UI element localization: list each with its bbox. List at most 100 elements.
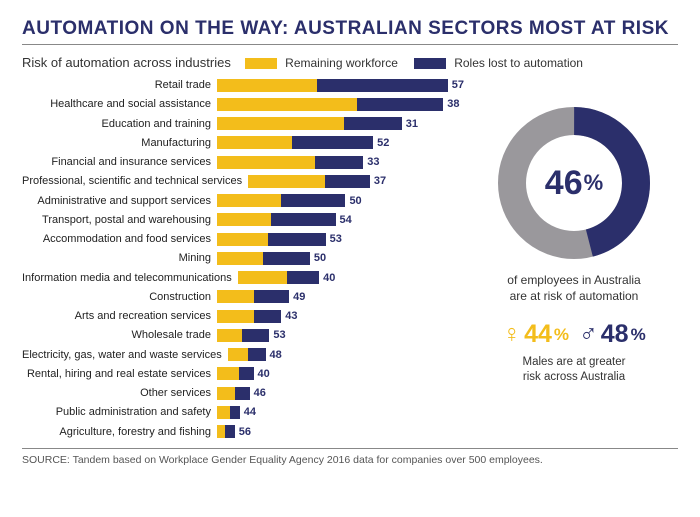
row-label: Mining (22, 252, 217, 264)
bar-segment-lost (268, 233, 325, 246)
bar-segment-remaining (217, 290, 254, 303)
table-row: Arts and recreation services 43 (22, 307, 464, 325)
bar-segment-remaining (217, 156, 315, 169)
row-label: Electricity, gas, water and waste servic… (22, 349, 228, 361)
row-label: Agriculture, forestry and fishing (22, 426, 217, 438)
bar-track: 48 (228, 348, 464, 361)
bar-value: 53 (273, 329, 285, 341)
table-row: Administrative and support services 50 (22, 192, 464, 210)
table-row: Retail trade57 (22, 76, 464, 94)
bar-value: 53 (330, 233, 342, 245)
bar-segment-remaining (217, 310, 254, 323)
table-row: Education and training31 (22, 115, 464, 133)
table-row: Public administration and safety44 (22, 403, 464, 421)
bar-segment-remaining (217, 367, 239, 380)
bar-segment-remaining (217, 252, 263, 265)
bar-segment-remaining (228, 348, 248, 361)
row-label: Transport, postal and warehousing (22, 214, 217, 226)
row-label: Arts and recreation services (22, 310, 217, 322)
table-row: Professional, scientific and technical s… (22, 172, 464, 190)
bar-track: 53 (217, 329, 464, 342)
bar-segment-lost (263, 252, 309, 265)
bar-segment-remaining (217, 117, 344, 130)
bar-track: 50 (217, 252, 464, 265)
bar-value: 44 (244, 406, 256, 418)
table-row: Electricity, gas, water and waste servic… (22, 346, 464, 364)
bar-segment-lost (357, 98, 443, 111)
legend-remaining: Remaining workforce (245, 56, 398, 70)
donut-caption: of employees in Australia are at risk of… (507, 272, 640, 304)
bar-segment-remaining (248, 175, 325, 188)
donut-caption-line1: of employees in Australia (507, 273, 640, 287)
table-row: Agriculture, forestry and fishing56 (22, 423, 464, 441)
header-row: Risk of automation across industries Rem… (22, 55, 678, 70)
male-value: 48 (601, 320, 629, 349)
main-area: Retail trade57Healthcare and social assi… (22, 76, 678, 441)
legend: Remaining workforce Roles lost to automa… (245, 56, 583, 70)
bar-track: 43 (217, 310, 464, 323)
bar-track: 40 (217, 367, 464, 380)
row-label: Rental, hiring and real estate services (22, 368, 217, 380)
bar-segment-lost (271, 213, 335, 226)
bar-segment-lost (230, 406, 240, 419)
female-icon: ♀ (502, 320, 521, 349)
male-pct: % (631, 325, 646, 345)
bar-value: 57 (452, 79, 464, 91)
page-title: AUTOMATION ON THE WAY: AUSTRALIAN SECTOR… (22, 18, 678, 40)
row-label: Financial and insurance services (22, 156, 217, 168)
bar-segment-lost (325, 175, 370, 188)
female-pct: % (554, 325, 569, 345)
bar-track: 53 (217, 233, 464, 246)
donut-chart: 46% (495, 104, 653, 262)
table-row: Healthcare and social assistance 38 (22, 95, 464, 113)
bar-value: 38 (447, 98, 459, 110)
right-panel: 46% of employees in Australia are at ris… (476, 76, 678, 385)
gender-note-line1: Males are at greater (523, 356, 626, 368)
donut-percent-sign: % (584, 170, 604, 196)
row-label: Professional, scientific and technical s… (22, 175, 248, 187)
row-label: Healthcare and social assistance (22, 98, 217, 110)
row-label: Information media and telecommunications (22, 272, 238, 284)
male-icon: ♂ (579, 320, 598, 349)
gender-female: ♀ 44% (502, 320, 569, 349)
bar-segment-remaining (217, 387, 235, 400)
bar-track: 33 (217, 156, 464, 169)
bar-segment-lost (235, 387, 250, 400)
legend-lost: Roles lost to automation (414, 56, 583, 70)
bar-value: 40 (258, 368, 270, 380)
bar-track: 46 (217, 387, 464, 400)
table-row: Rental, hiring and real estate services 4… (22, 365, 464, 383)
bar-value: 43 (285, 310, 297, 322)
bar-segment-lost (239, 367, 254, 380)
female-value: 44 (524, 320, 552, 349)
bar-segment-lost (281, 194, 345, 207)
bar-track: 56 (217, 425, 464, 438)
gender-row: ♀ 44% ♂ 48% (502, 320, 645, 349)
gender-male: ♂ 48% (579, 320, 646, 349)
row-label: Manufacturing (22, 137, 217, 149)
bar-track: 44 (217, 406, 464, 419)
bar-value: 48 (270, 349, 282, 361)
bar-segment-remaining (217, 329, 242, 342)
row-label: Administrative and support services (22, 195, 217, 207)
bar-segment-lost (248, 348, 266, 361)
title-rule (22, 44, 678, 45)
bar-value: 46 (254, 387, 266, 399)
bar-segment-lost (254, 290, 290, 303)
bar-value: 50 (349, 195, 361, 207)
donut-percent: 46 (545, 164, 583, 203)
donut-caption-line2: are at risk of automation (510, 289, 639, 303)
bar-segment-remaining (217, 136, 292, 149)
row-label: Construction (22, 291, 217, 303)
legend-lost-swatch (414, 58, 446, 69)
legend-remaining-swatch (245, 58, 277, 69)
table-row: Manufacturing 52 (22, 134, 464, 152)
bar-segment-remaining (217, 233, 268, 246)
bar-track: 50 (217, 194, 464, 207)
legend-lost-label: Roles lost to automation (454, 56, 583, 70)
bar-segment-lost (254, 310, 282, 323)
bar-segment-remaining (217, 406, 230, 419)
bar-value: 52 (377, 137, 389, 149)
bar-value: 37 (374, 175, 386, 187)
gender-note-line2: risk across Australia (523, 371, 625, 383)
